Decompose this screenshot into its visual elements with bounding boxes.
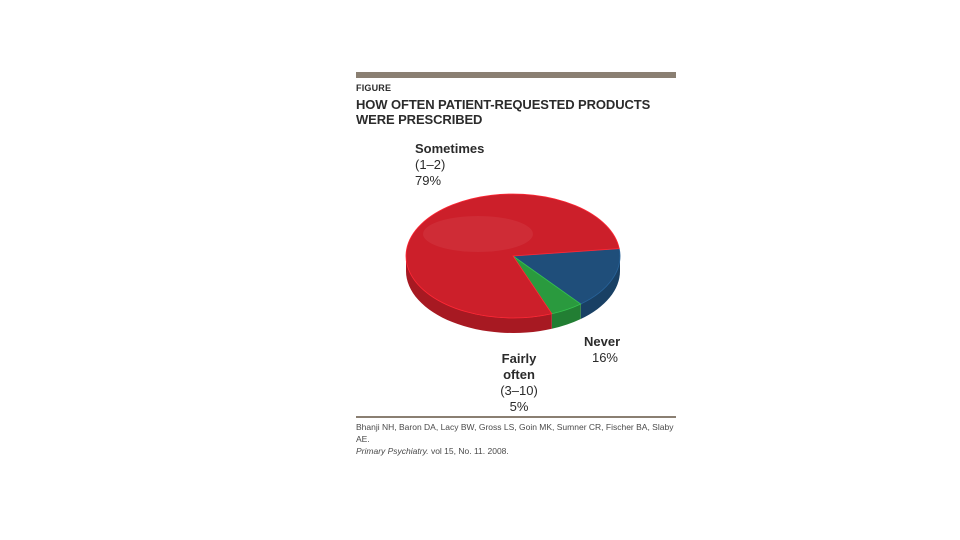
- pie-chart: [405, 193, 621, 333]
- citation-authors: Bhanji NH, Baron DA, Lacy BW, Gross LS, …: [356, 422, 674, 444]
- citation-journal: Primary Psychiatry.: [356, 446, 429, 456]
- label-never-name: Never: [584, 334, 621, 349]
- citation: Bhanji NH, Baron DA, Lacy BW, Gross LS, …: [356, 421, 681, 457]
- label-fairly-often-name: Fairly often: [501, 351, 537, 382]
- chart-title: HOW OFTEN PATIENT-REQUESTED PRODUCTS WER…: [356, 97, 651, 127]
- label-sometimes-range: (1–2): [415, 157, 446, 172]
- label-sometimes-value: 79%: [415, 173, 442, 188]
- top-rule: [356, 72, 676, 78]
- pie-side-sometimes: [406, 256, 552, 333]
- label-never: Never 16%: [584, 334, 621, 366]
- figure-label: FIGURE: [356, 83, 392, 93]
- label-fairly-often: Fairly often (3–10) 5%: [484, 351, 554, 415]
- label-fairly-often-range: (3–10): [500, 383, 538, 398]
- pie-highlight: [423, 216, 533, 252]
- figure: FIGURE HOW OFTEN PATIENT-REQUESTED PRODU…: [356, 0, 676, 540]
- pie-slice-sometimes: [405, 193, 620, 319]
- label-sometimes-name: Sometimes: [415, 141, 485, 156]
- bottom-rule: [356, 416, 676, 418]
- label-fairly-often-value: 5%: [509, 399, 529, 414]
- pie-side-fairly-often: [551, 303, 581, 329]
- pie-slice-never: [511, 248, 621, 305]
- label-never-value: 16%: [591, 350, 618, 365]
- citation-issue: vol 15, No. 11. 2008.: [430, 446, 509, 456]
- pie-side-never: [580, 256, 620, 319]
- label-sometimes: Sometimes (1–2) 79%: [415, 141, 484, 189]
